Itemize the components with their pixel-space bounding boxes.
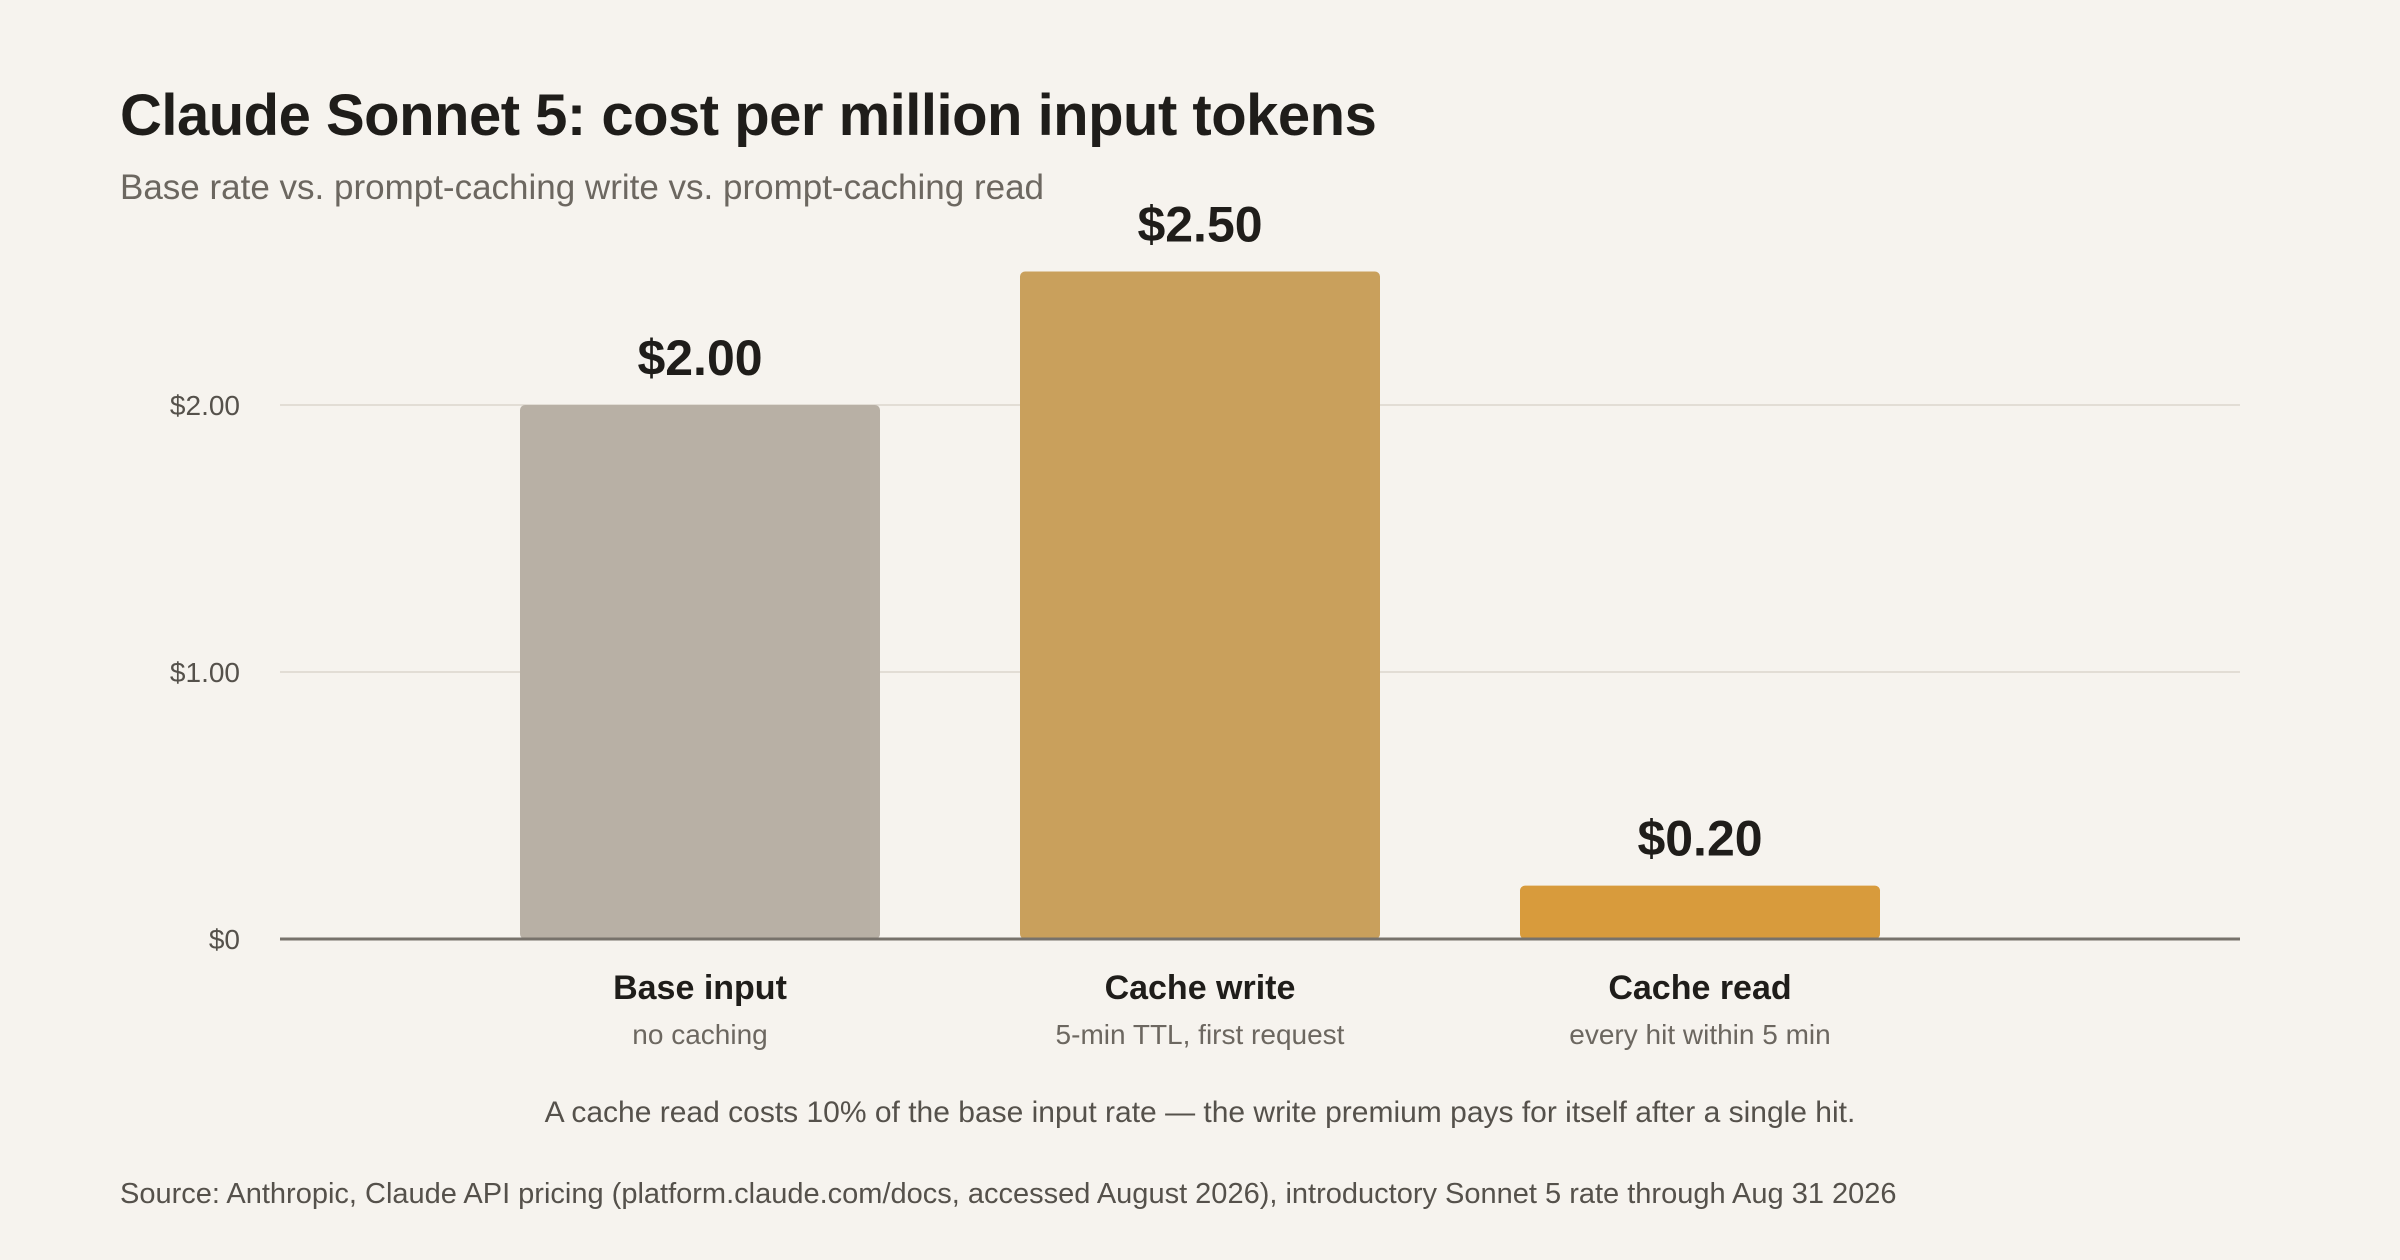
source-note: Source: Anthropic, Claude API pricing (p… (120, 1178, 1897, 1210)
bar-value-label: $0.20 (1637, 811, 1762, 867)
chart-annotation: A cache read costs 10% of the base input… (544, 1096, 1856, 1129)
y-tick-label: $0 (209, 924, 240, 955)
x-category-sublabel: every hit within 5 min (1569, 1019, 1830, 1050)
x-category-label: Cache read (1608, 969, 1791, 1007)
x-category-label: Base input (613, 969, 787, 1007)
bar (1520, 885, 1880, 939)
x-category-sublabel: no caching (632, 1019, 767, 1050)
bar (520, 405, 880, 939)
bar-value-label: $2.50 (1137, 197, 1262, 253)
x-category-sublabel: 5-min TTL, first request (1056, 1019, 1345, 1050)
bar-value-label: $2.00 (637, 330, 762, 386)
bar (1020, 271, 1380, 939)
y-tick-label: $1.00 (170, 657, 240, 688)
bar-chart: $0 $1.00 $2.00 $2.00 Base input no caching $2.… (170, 197, 2240, 1050)
x-category-label: Cache write (1105, 969, 1296, 1007)
y-tick-label: $2.00 (170, 390, 240, 421)
chart-subtitle: Base rate vs. prompt-caching write vs. p… (120, 168, 1044, 207)
chart-title: Claude Sonnet 5: cost per million input … (120, 83, 1377, 148)
